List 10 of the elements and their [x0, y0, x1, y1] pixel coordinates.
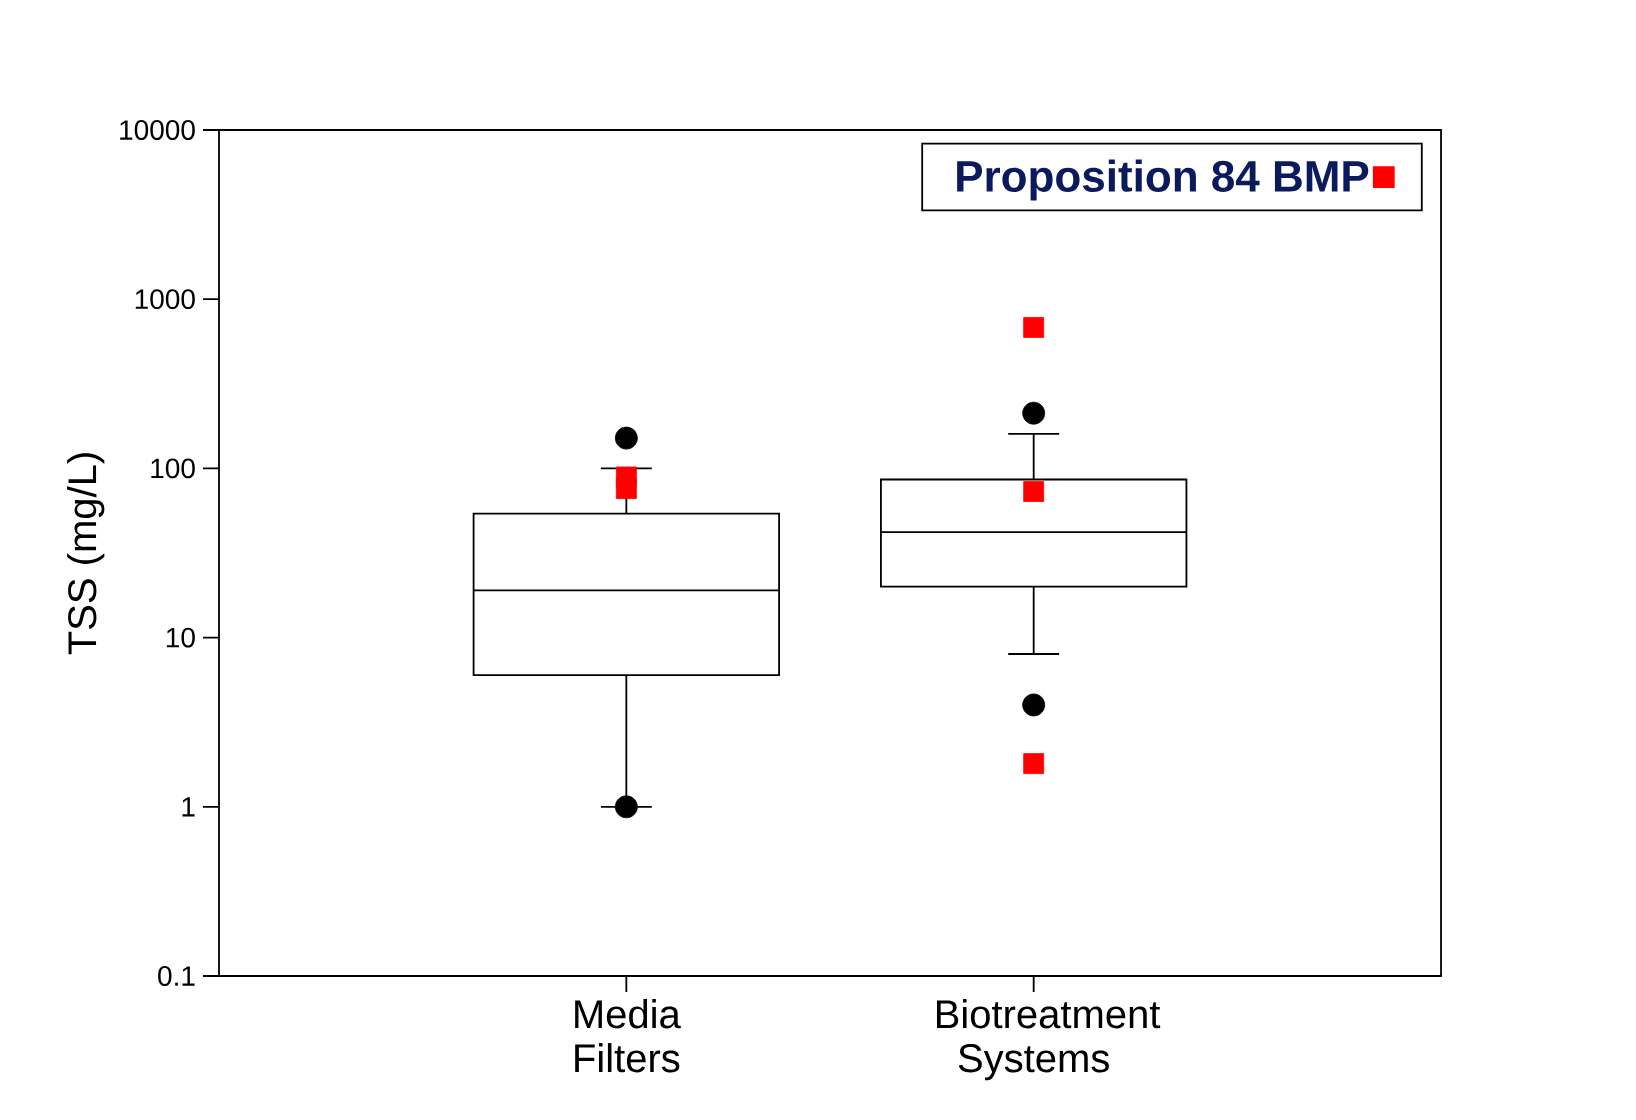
y-tick-label: 1000	[135, 289, 195, 310]
y-tick-label: 100	[151, 458, 195, 479]
x-tick-label: Media Filters	[575, 999, 681, 1073]
y-tick-label: 1	[182, 797, 195, 817]
y-axis-title: TSS (mg/L)	[67, 453, 105, 655]
y-tick-label: 0.1	[158, 966, 195, 986]
y-tick-label: 10	[166, 627, 195, 648]
y-tick-label: 10000	[120, 120, 195, 140]
legend-label: Proposition 84 BMP	[957, 159, 1369, 201]
x-tick-label: Biotreatment Systems	[936, 999, 1161, 1081]
